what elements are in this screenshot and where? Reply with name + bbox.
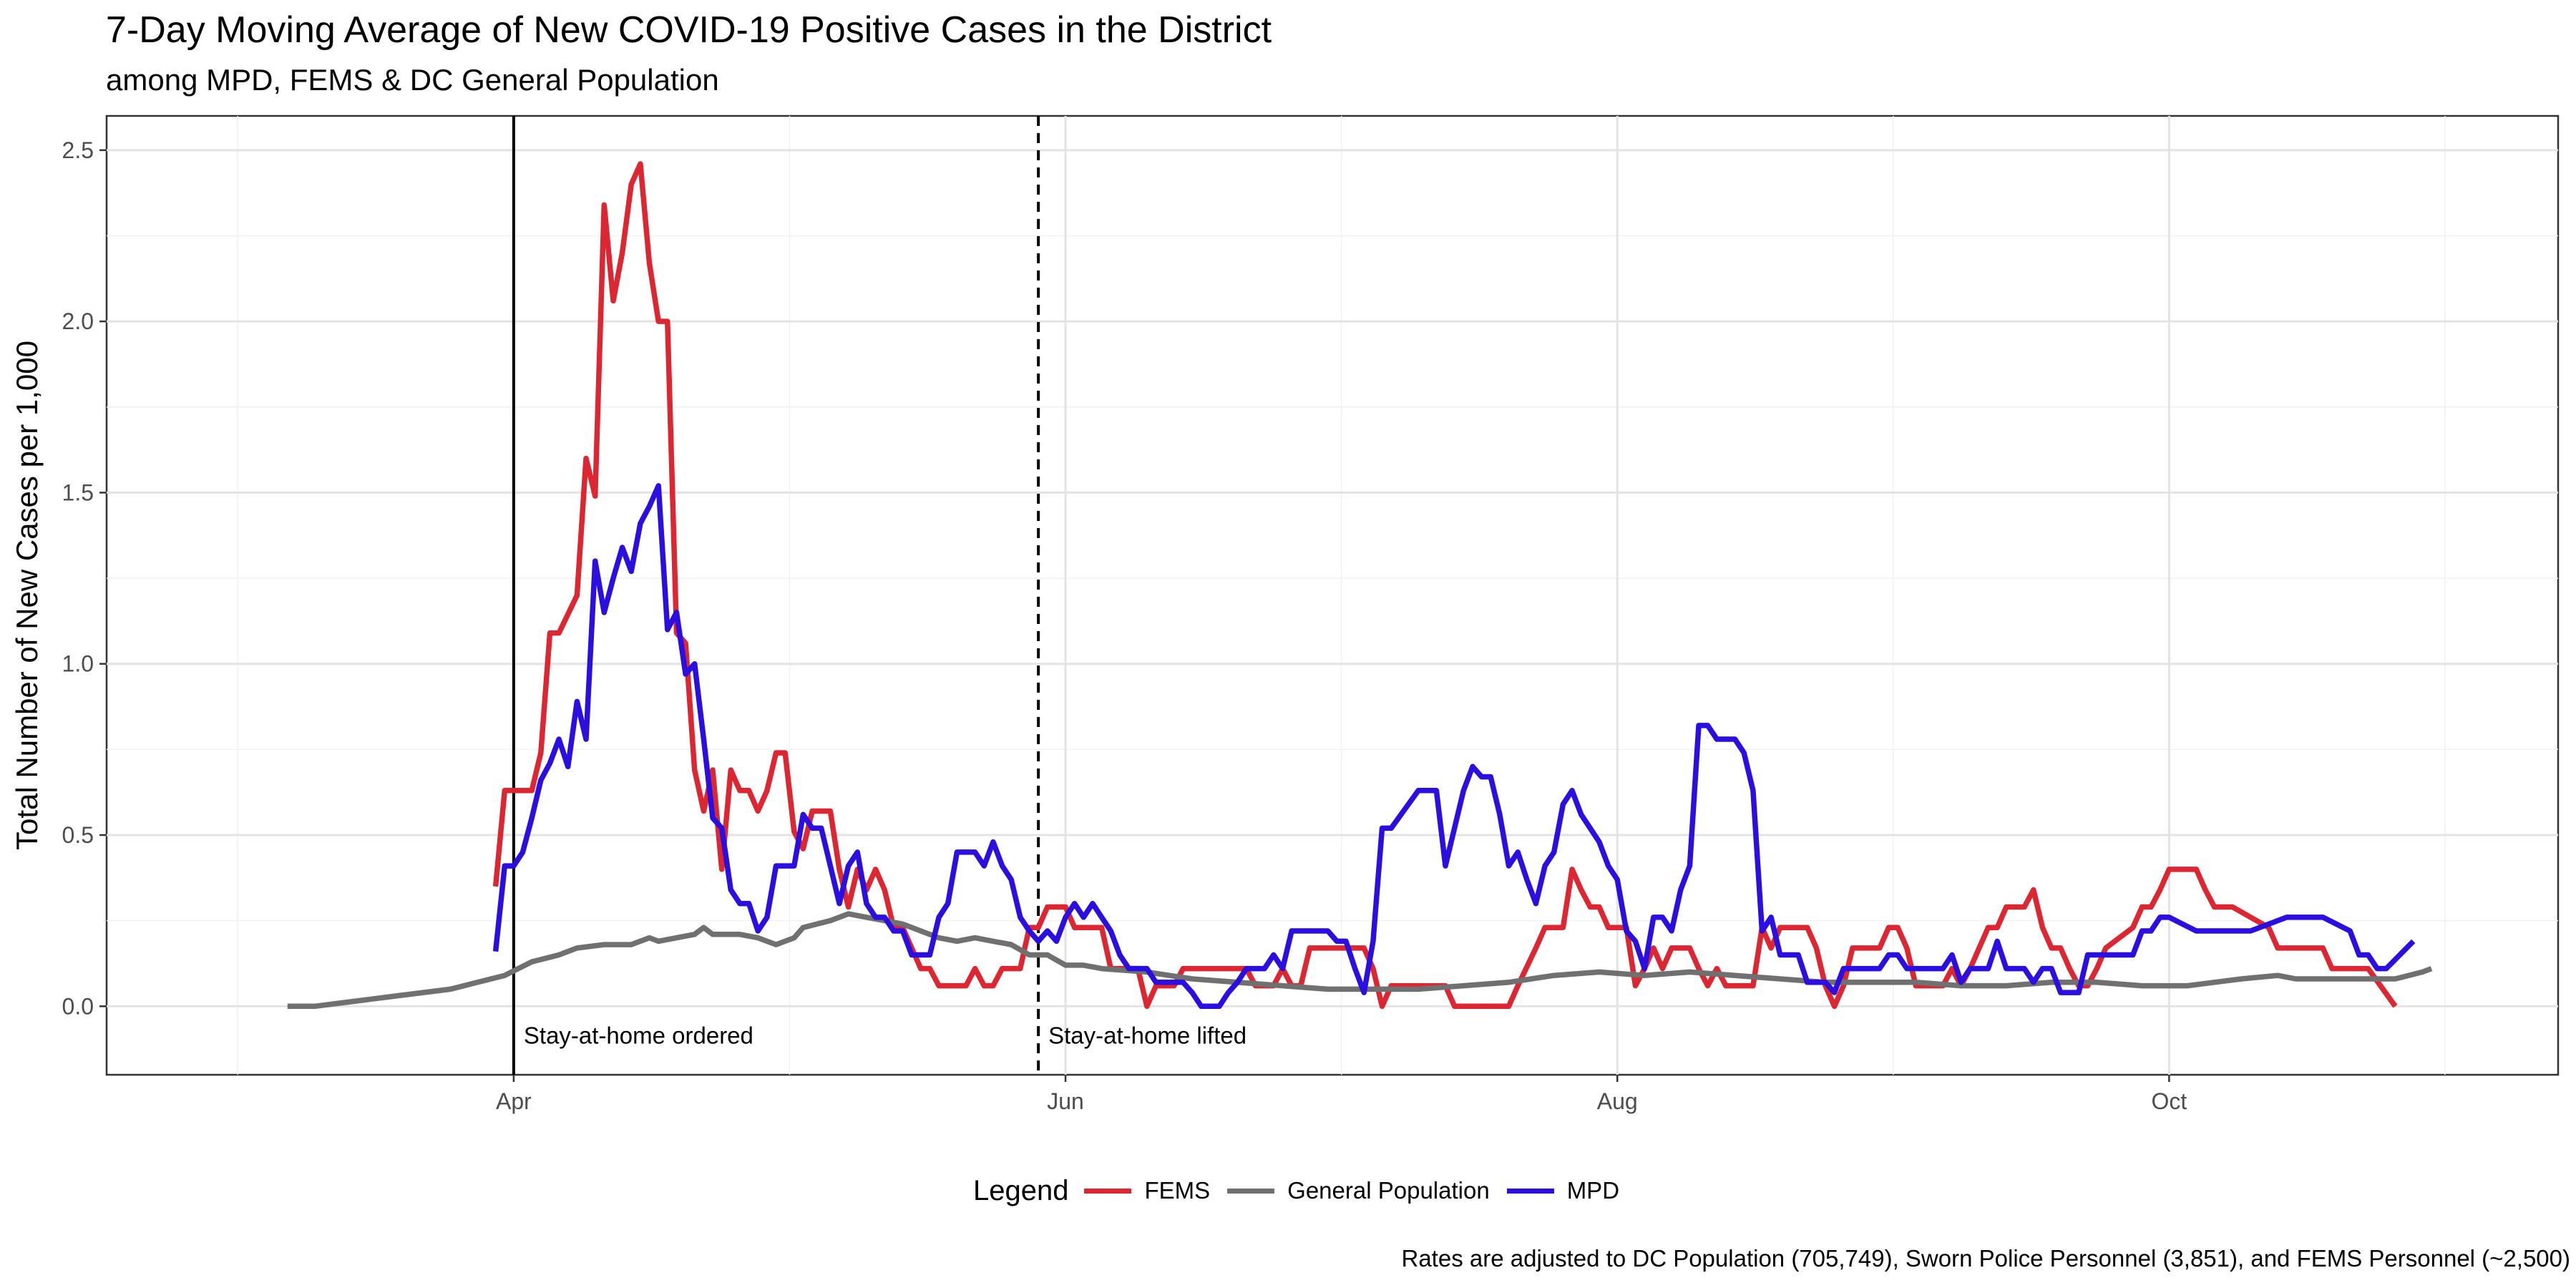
series-line-general-population [287, 911, 2433, 1010]
series-line-mpd [492, 483, 2416, 1010]
x-tick-label: Oct [2152, 1088, 2187, 1114]
legend-item-general-population: General Population [1227, 1177, 1490, 1204]
x-tick-label: Jun [1047, 1088, 1084, 1114]
legend-title: Legend [973, 1174, 1069, 1206]
y-tick-label: 2.5 [62, 137, 94, 163]
legend-item-fems: FEMS [1084, 1177, 1210, 1204]
y-tick-label: 0.5 [62, 822, 94, 848]
y-axis-label: Total Number of New Cases per 1,000 [10, 341, 44, 850]
legend-swatch-general-population [1227, 1188, 1275, 1194]
grid-minor [107, 116, 2558, 1075]
y-tick-label: 1.5 [62, 479, 94, 505]
legend-label-mpd: MPD [1566, 1177, 1620, 1204]
axis-layer: 0.0 0.5 1.0 1.5 2.0 2.5 Apr Jun Aug Oct [62, 137, 2187, 1114]
legend: Legend FEMS General Population MPD [973, 1171, 1636, 1211]
legend-label-fems: FEMS [1144, 1177, 1211, 1204]
legend-swatch-fems [1084, 1188, 1132, 1194]
chart-title: 7-Day Moving Average of New COVID-19 Pos… [106, 9, 1272, 51]
series-line-fems [492, 161, 2398, 1010]
series-layer [287, 161, 2433, 1010]
annotation-label: Stay-at-home lifted [1048, 1022, 1246, 1048]
y-tick-label: 0.0 [62, 993, 94, 1019]
y-tick-label: 2.0 [62, 308, 94, 334]
x-tick-label: Aug [1597, 1088, 1638, 1114]
chart-subtitle: among MPD, FEMS & DC General Population [106, 63, 719, 97]
y-tick-label: 1.0 [62, 651, 94, 677]
panel-border [105, 114, 2560, 1076]
x-tick-label: Apr [496, 1088, 532, 1114]
annotation-layer: Stay-at-home ordered Stay-at-home lifted [512, 116, 1246, 1075]
legend-item-mpd: MPD [1506, 1177, 1620, 1204]
legend-label-general-population: General Population [1287, 1177, 1490, 1204]
legend-swatch-mpd [1506, 1188, 1554, 1194]
chart-caption: Rates are adjusted to DC Population (705… [1401, 1245, 2571, 1272]
annotation-label: Stay-at-home ordered [524, 1022, 753, 1048]
